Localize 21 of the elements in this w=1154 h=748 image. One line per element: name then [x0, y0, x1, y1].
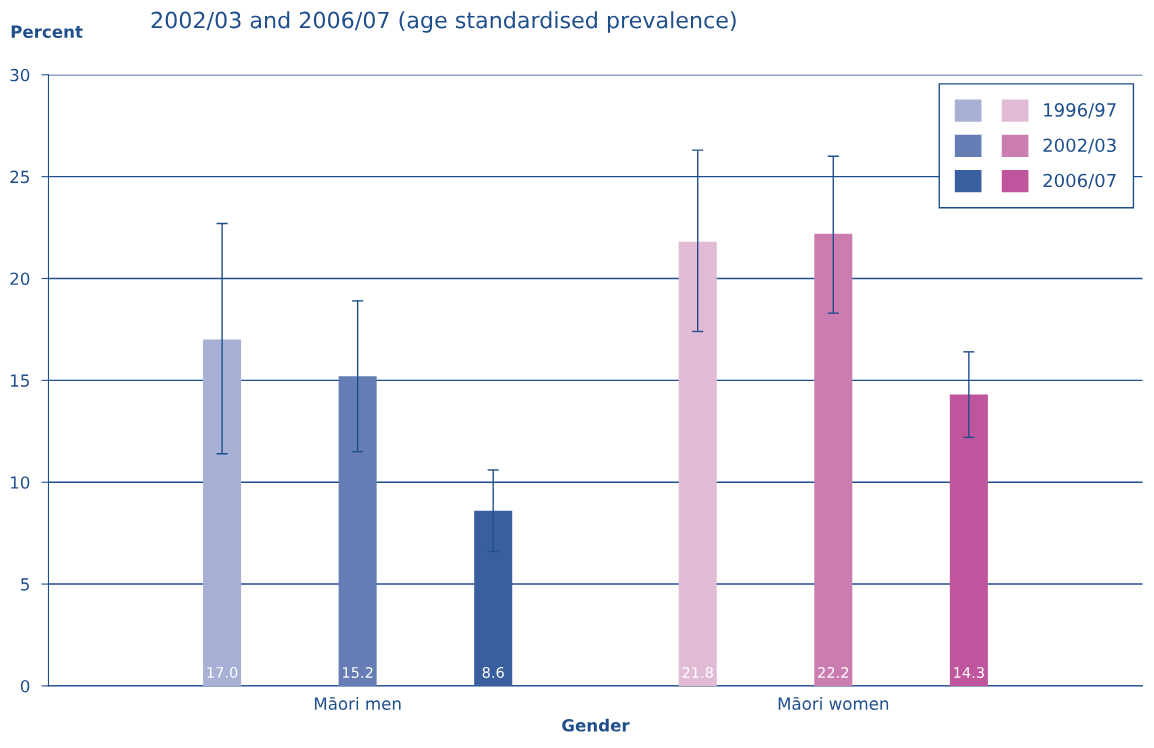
y-tick-label: 5 — [21, 578, 29, 591]
y-tick-label: 15 — [11, 374, 29, 387]
data-label: 15.2 — [343, 666, 373, 678]
data-label: 8.6 — [482, 666, 504, 678]
data-label: 22.2 — [818, 666, 849, 678]
y-tick-label: 10 — [11, 476, 30, 489]
chart-title: 2002/03 and 2006/07 (age standardised prevalence) — [151, 11, 736, 33]
legend-label: 2006/07 — [1043, 173, 1116, 189]
legend-label: 2002/03 — [1043, 138, 1116, 154]
x-tick-label: Māori men — [314, 697, 401, 710]
legend-label: 1996/97 — [1044, 103, 1116, 119]
y-tick-label: 20 — [10, 272, 30, 286]
y-axis-title: Percent — [11, 25, 83, 38]
data-label: 21.8 — [682, 666, 713, 678]
y-tick-label: 0 — [20, 679, 30, 693]
y-tick-label: 30 — [10, 68, 30, 82]
data-label: 17.0 — [207, 666, 238, 678]
y-tick-label: 25 — [10, 170, 29, 184]
x-tick-label: Māori women — [778, 697, 889, 710]
x-axis-title: Gender — [562, 718, 630, 732]
data-label: 14.3 — [954, 666, 984, 678]
